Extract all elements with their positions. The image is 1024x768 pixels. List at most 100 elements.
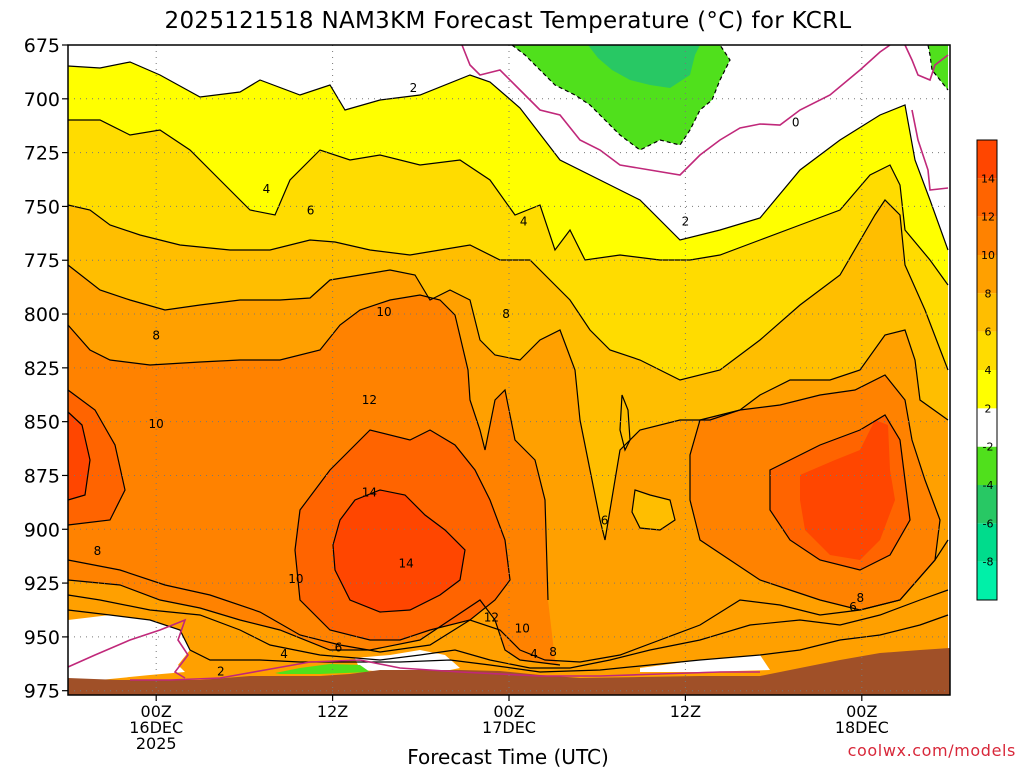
contour-14-center (332, 489, 466, 613)
contour-label: 4 (520, 214, 528, 228)
contour-label: 10 (515, 621, 530, 635)
freezing-lines (67, 44, 949, 681)
contour-6 (67, 199, 949, 381)
y-tick-label: 975 (24, 681, 60, 703)
colorbar-tick-label: -2 (983, 441, 994, 454)
x-tick-label: 2025 (136, 734, 177, 753)
contour-12-left (67, 389, 126, 526)
fill-pocket-6-to-8 (620, 395, 675, 530)
colorbar-tick-label: 12 (981, 211, 995, 224)
x-tick-label: 17DEC (482, 718, 536, 737)
colorbar-swatch (977, 408, 997, 447)
colorbar-tick-label: -6 (983, 517, 994, 530)
contour-label: 8 (549, 645, 557, 659)
contour-label: 0 (792, 115, 800, 129)
colorbar-swatch (977, 523, 997, 562)
colorbar-swatch (977, 446, 997, 485)
contour-6-lower (67, 589, 949, 669)
contour-12-right (689, 374, 941, 611)
y-axis: 675 700 725 750 775 800 825 850 875 900 925 950 975 (24, 35, 68, 703)
x-tick-label: 16DEC (129, 718, 183, 737)
contour-label: 10 (149, 417, 164, 431)
colorbar-tick-label: 14 (981, 172, 995, 185)
contour-14-left (67, 411, 91, 501)
chart-title: 2025121518 NAM3KM Forecast Temperature (… (165, 8, 852, 34)
colorbar-swatch (977, 485, 997, 524)
y-tick-label: 750 (24, 196, 60, 218)
contour-label: 2 (217, 664, 225, 678)
x-tick-label: 12Z (670, 702, 701, 721)
contour-6-pocket-right (631, 489, 676, 531)
grid-lines (68, 45, 950, 695)
colorbar: -8 -6 -4 -2 2 4 6 8 10 12 14 (976, 139, 998, 601)
contour-label: 8 (94, 544, 102, 558)
y-tick-label: 875 (24, 465, 60, 487)
contour-label: 10 (288, 572, 303, 586)
colorbar-tick-label: 2 (985, 402, 992, 415)
y-tick-label: 775 (24, 250, 60, 272)
y-tick-label: 925 (24, 573, 60, 595)
x-tick-label: 18DEC (835, 718, 889, 737)
fill-pocket-0-to-2 (68, 615, 770, 680)
contour-label: 4 (263, 182, 271, 196)
y-tick-label: 725 (24, 143, 60, 165)
x-tick-label: 00Z (141, 702, 172, 721)
contour-label: 6 (307, 204, 315, 218)
y-tick-label: 850 (24, 412, 60, 434)
freezing-line-top (461, 44, 891, 176)
contour-6-thin-pocket (619, 394, 631, 452)
contour-4 (68, 119, 949, 286)
contour-label: 8 (152, 329, 160, 343)
colorbar-frame (976, 139, 998, 601)
x-tick-label: 00Z (493, 702, 524, 721)
x-tick-label: 00Z (846, 702, 877, 721)
contour-label: 8 (857, 591, 865, 605)
colorbar-tick-label: 4 (985, 364, 992, 377)
x-axis-title: Forecast Time (UTC) (407, 745, 609, 768)
colorbar-swatch (977, 140, 997, 179)
colorbar-swatch (977, 216, 997, 255)
colorbar-swatch (977, 255, 997, 294)
y-tick-label: 950 (24, 627, 60, 649)
colorbar-swatch (977, 370, 997, 409)
y-tick-label: 900 (24, 519, 60, 541)
y-tick-label: 825 (24, 358, 60, 380)
colorbar-tick-label: -8 (983, 556, 994, 569)
contour-label: 6 (601, 514, 609, 528)
contour-label: 6 (335, 641, 343, 655)
freezing-line-right (904, 44, 949, 82)
colorbar-swatch (977, 293, 997, 332)
contour-4-lower (67, 609, 949, 673)
colorbar-swatch (977, 331, 997, 370)
ground-surface (68, 648, 950, 695)
contour-12-center (294, 429, 511, 641)
contour-lines (67, 44, 949, 673)
contour-label: 4 (530, 647, 538, 661)
fill-cold-core-darker-green (588, 45, 700, 88)
contour-10 (67, 294, 549, 601)
freezing-line-bottom-left (67, 618, 189, 679)
y-tick-label: 700 (24, 89, 60, 111)
contour-minus2 (511, 44, 949, 151)
contour-label: 4 (280, 647, 288, 661)
colorbar-tick-label: 8 (985, 287, 992, 300)
contour-label: 6 (849, 600, 857, 614)
colorbar-swatch (977, 561, 997, 600)
y-tick-label: 800 (24, 304, 60, 326)
contour-label: 14 (398, 557, 413, 571)
y-tick-label: 675 (24, 35, 60, 57)
freezing-line-bottom (130, 659, 760, 681)
contour-label: 12 (362, 393, 377, 407)
contour-10-lower (67, 579, 561, 666)
x-tick-label: 12Z (317, 702, 348, 721)
contour-label: 2 (682, 214, 690, 228)
colorbar-tick-label: 6 (985, 326, 992, 339)
contour-label: 12 (484, 611, 499, 625)
contour-2 (67, 61, 949, 251)
contour-8-lower (67, 539, 949, 663)
site-credit: coolwx.com/models (848, 741, 1016, 760)
contour-label: 10 (376, 305, 391, 319)
